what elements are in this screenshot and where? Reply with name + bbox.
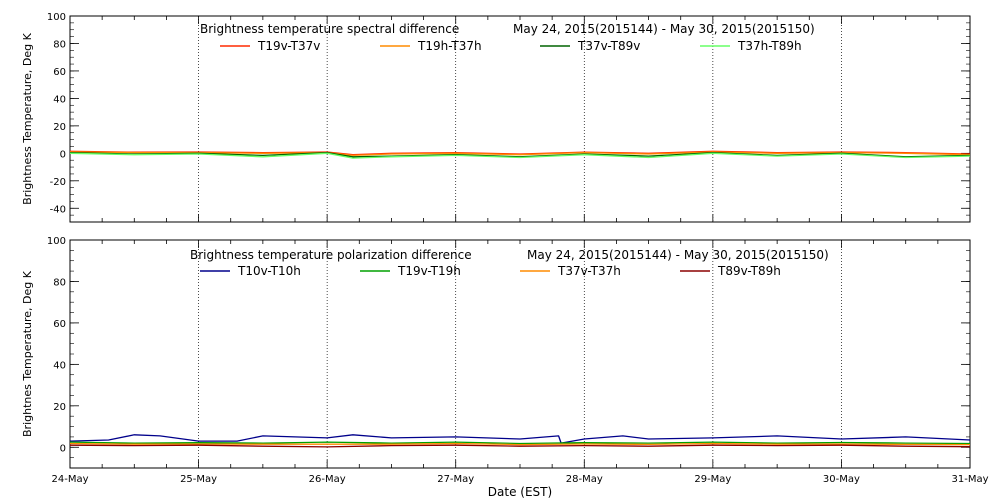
legend-label: T37h-T89h bbox=[737, 39, 802, 53]
x-tick-label: 29-May bbox=[694, 474, 731, 485]
x-tick-label: 25-May bbox=[180, 474, 217, 485]
chart-title: Brightness temperature polarization diff… bbox=[190, 248, 472, 262]
y-tick-label: 80 bbox=[53, 277, 66, 288]
x-tick-label: 30-May bbox=[823, 474, 860, 485]
x-tick-label: 24-May bbox=[51, 474, 88, 485]
legend-label: T19v-T37v bbox=[257, 39, 320, 53]
x-tick-label: 28-May bbox=[566, 474, 603, 485]
chart-subtitle: May 24, 2015(2015144) - May 30, 2015(201… bbox=[513, 22, 815, 36]
y-tick-label: 0 bbox=[60, 443, 66, 454]
y-axis-label: Brightness Temperature, Deg K bbox=[21, 32, 34, 204]
y-tick-label: -20 bbox=[50, 177, 66, 188]
series-line-T37v-T89v bbox=[69, 151, 971, 158]
legend-label: T10v-T10h bbox=[237, 264, 301, 278]
x-tick-label: 26-May bbox=[309, 474, 346, 485]
x-tick-label: 27-May bbox=[437, 474, 474, 485]
series-line-T89v-T89h bbox=[69, 444, 971, 448]
series-line-T37h-T89h bbox=[69, 152, 971, 159]
plot-frame bbox=[69, 15, 971, 223]
chart-subtitle: May 24, 2015(2015144) - May 30, 2015(201… bbox=[527, 248, 829, 262]
series-line-T10v-T10h bbox=[69, 434, 971, 444]
legend-label: T19h-T37h bbox=[417, 39, 482, 53]
x-tick-label: 31-May bbox=[951, 474, 988, 485]
legend-label: T89v-T89h bbox=[717, 264, 781, 278]
y-tick-label: 0 bbox=[60, 149, 66, 160]
chart-title: Brightness temperature spectral differen… bbox=[200, 22, 459, 36]
y-tick-label: -40 bbox=[50, 204, 66, 215]
y-tick-label: 60 bbox=[53, 67, 66, 78]
series-line-T19v-T19h bbox=[69, 441, 971, 445]
y-tick-label: 80 bbox=[53, 39, 66, 50]
chart-panel-1: -40 -20 0 20 40 60 80 100 Brightness Temperature… bbox=[21, 12, 971, 223]
plot-frame bbox=[69, 239, 971, 469]
legend-label: T37v-T89v bbox=[577, 39, 640, 53]
y-axis-label: Brightnes Temperature, Deg K bbox=[21, 270, 34, 437]
y-tick-label: 100 bbox=[47, 236, 66, 247]
series-line-T37v-T37h bbox=[69, 442, 971, 446]
y-tick-label: 100 bbox=[47, 12, 66, 23]
y-tick-label: 20 bbox=[53, 402, 66, 413]
y-tick-label: 40 bbox=[53, 94, 66, 105]
y-tick-label: 60 bbox=[53, 319, 66, 330]
series-line-T19h-T37h bbox=[69, 151, 971, 157]
y-tick-label: 40 bbox=[53, 360, 66, 371]
y-tick-label: 20 bbox=[53, 122, 66, 133]
legend-label: T19v-T19h bbox=[397, 264, 461, 278]
legend-label: T37v-T37h bbox=[557, 264, 621, 278]
chart-panel-2: 0 20 40 60 80 100 Brightnes Temperature, Deg K… bbox=[21, 236, 989, 499]
x-axis-label: Date (EST) bbox=[488, 485, 552, 499]
